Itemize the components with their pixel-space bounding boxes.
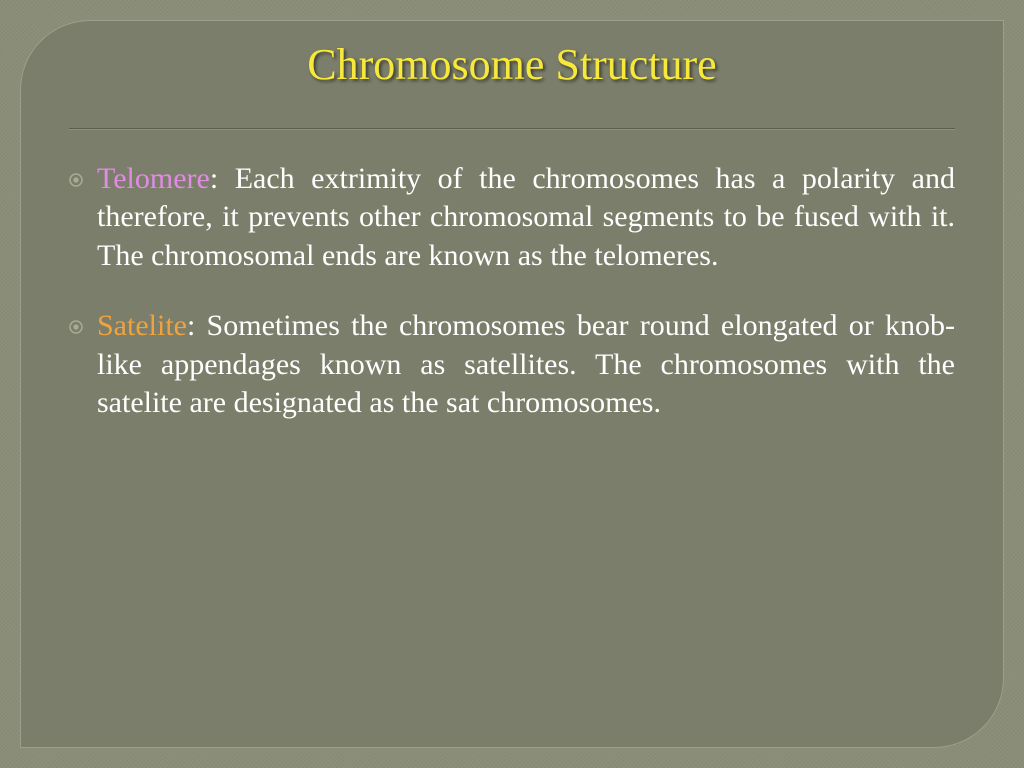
term-description: : Sometimes the chromosomes bear round e… [97, 309, 955, 419]
slide-title: Chromosome Structure [69, 39, 955, 90]
bullet-dot-icon [69, 160, 97, 275]
bullet-item: Telomere: Each extrimity of the chromoso… [69, 160, 955, 275]
term-highlight: Satelite [97, 309, 187, 342]
bullet-text: Telomere: Each extrimity of the chromoso… [97, 160, 955, 275]
slide-body: Telomere: Each extrimity of the chromoso… [69, 160, 955, 422]
bullet-dot-icon [69, 307, 97, 422]
term-highlight: Telomere [97, 162, 210, 195]
title-separator [69, 128, 955, 130]
slide-panel: Chromosome Structure Telomere: Each extr… [20, 20, 1004, 748]
term-description: : Each extrimity of the chromosomes has … [97, 162, 955, 272]
bullet-text: Satelite: Sometimes the chromosomes bear… [97, 307, 955, 422]
bullet-item: Satelite: Sometimes the chromosomes bear… [69, 307, 955, 422]
